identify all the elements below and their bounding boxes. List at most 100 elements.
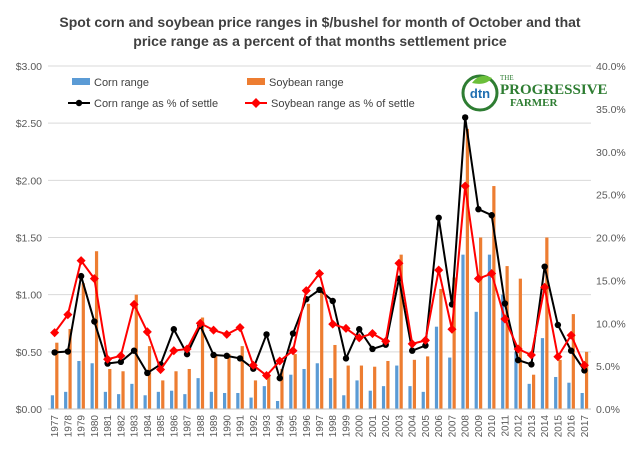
soybean-range-bar — [161, 380, 165, 409]
left-tick-label: $0.50 — [16, 347, 42, 359]
left-tick-label: $3.00 — [16, 61, 42, 73]
right-tick-label: 10.0% — [596, 318, 626, 330]
soybean-range-bar — [81, 283, 85, 409]
soybean-range-bar — [227, 354, 231, 409]
legend-label-corn-pct: Corn range as % of settle — [94, 98, 218, 110]
corn-range-bar — [302, 368, 306, 409]
corn-pct-point — [567, 347, 575, 354]
soybean-pct-point — [248, 360, 258, 370]
corn-pct-point — [263, 331, 270, 338]
corn-pct-point — [422, 342, 429, 349]
soybean-pct-point — [460, 181, 470, 191]
soybean-pct-point — [195, 318, 205, 328]
soybean-pct-point — [76, 256, 86, 266]
soybean-range-bar — [479, 237, 483, 409]
corn-range-bar — [77, 360, 81, 409]
corn-pct-point — [183, 350, 191, 358]
soybean-range-bar — [187, 368, 191, 409]
corn-pct-point — [223, 352, 230, 360]
soybean-pct-point — [142, 327, 152, 337]
legend-label-corn-range: Corn range — [94, 77, 149, 89]
x-tick-label: 1979 — [77, 415, 88, 438]
left-tick-label: $2.00 — [16, 175, 42, 187]
logo-text-the: THE — [500, 74, 514, 82]
corn-range-bar — [540, 338, 545, 409]
corn-range-bar — [381, 386, 386, 409]
soybean-range-bar — [505, 266, 509, 409]
soybean-range-bar — [253, 380, 258, 409]
corn-range-bar — [355, 380, 359, 409]
corn-pct-point — [488, 212, 495, 219]
soybean-range-bar — [558, 359, 562, 409]
x-tick-label: 1980 — [90, 415, 101, 438]
corn-range-bar — [103, 391, 107, 409]
corn-pct-point — [475, 206, 482, 213]
corn-range-bar — [501, 294, 505, 409]
corn-pct-point — [51, 349, 58, 356]
corn-range-bar — [130, 383, 134, 409]
corn-range-bar — [143, 395, 147, 409]
logo-text-progressive: PROGRESSIVE — [500, 82, 608, 98]
corn-range-bar — [434, 326, 439, 409]
x-tick-label: 2012 — [514, 415, 525, 438]
corn-range-bar — [395, 365, 399, 409]
x-tick-label: 2014 — [540, 415, 551, 438]
soybean-pct-point — [407, 339, 417, 349]
corn-range-bar — [554, 376, 558, 409]
soybean-range-bar — [492, 186, 496, 409]
corn-range-bar — [183, 394, 187, 409]
x-tick-label: 2017 — [580, 415, 591, 438]
soybean-range-bar — [399, 254, 403, 409]
x-tick-label: 2011 — [500, 415, 511, 437]
right-tick-label: 20.0% — [596, 233, 626, 245]
x-tick-label: 1987 — [183, 415, 194, 438]
x-tick-label: 1982 — [116, 415, 127, 438]
legend-swatch-corn-range — [72, 78, 90, 85]
x-tick-label: 2008 — [461, 415, 472, 438]
soybean-range-bar — [532, 374, 536, 409]
corn-pct-point — [210, 351, 217, 359]
left-tick-label: $1.50 — [16, 233, 42, 245]
corn-pct-point — [435, 214, 442, 221]
soybean-pct-point — [89, 274, 99, 284]
corn-range-bar — [209, 391, 213, 409]
soybean-pct-point — [235, 323, 245, 333]
soybean-range-bar — [346, 365, 350, 409]
corn-pct-point — [91, 318, 98, 325]
corn-pct-point — [144, 369, 151, 377]
right-axis: 0.0% 5.0% 10.0% 15.0% 20.0% 25.0% 30.0% 35.0% 40… — [596, 61, 626, 416]
corn-range-bar — [580, 392, 584, 409]
x-tick-label: 2004 — [408, 415, 419, 438]
soybean-range-bar — [108, 368, 112, 409]
x-tick-label: 2010 — [487, 415, 498, 438]
soybean-range-bar — [214, 354, 218, 409]
corn-range-bar — [527, 383, 531, 409]
corn-pct-point — [581, 367, 588, 374]
corn-range-bar — [262, 386, 266, 409]
x-tick-label: 1992 — [249, 415, 260, 438]
corn-range-bar — [315, 363, 319, 409]
x-tick-label: 2007 — [447, 415, 458, 438]
corn-pct-point — [316, 286, 323, 294]
soybean-pct-point — [209, 325, 219, 335]
corn-range-bar — [170, 390, 174, 409]
soybean-pct-point — [540, 282, 550, 292]
legend-label-soybean-pct: Soybean range as % of settle — [271, 98, 415, 110]
corn-pct-point — [64, 348, 72, 355]
corn-range-bar — [275, 400, 280, 409]
corn-range-bar — [487, 254, 492, 409]
x-tick-label: 1981 — [103, 415, 114, 438]
corn-pct-point — [170, 326, 178, 333]
corn-pct-point — [554, 321, 562, 329]
corn-pct-point — [77, 272, 85, 280]
soybean-range-bar — [545, 237, 549, 409]
corn-range-bar — [196, 378, 200, 409]
soybean-range-bar — [174, 371, 178, 409]
left-axis: $0.00 $0.50 $1.00 $1.50 $2.00 $2.50 $3.00 — [16, 61, 42, 416]
corn-pct-point — [276, 374, 283, 382]
corn-range-bar — [222, 392, 227, 409]
x-tick-label: 2000 — [355, 415, 366, 438]
corn-range-bar — [50, 395, 55, 409]
x-tick-label: 1986 — [169, 415, 180, 438]
soybean-range-bar — [68, 328, 72, 409]
